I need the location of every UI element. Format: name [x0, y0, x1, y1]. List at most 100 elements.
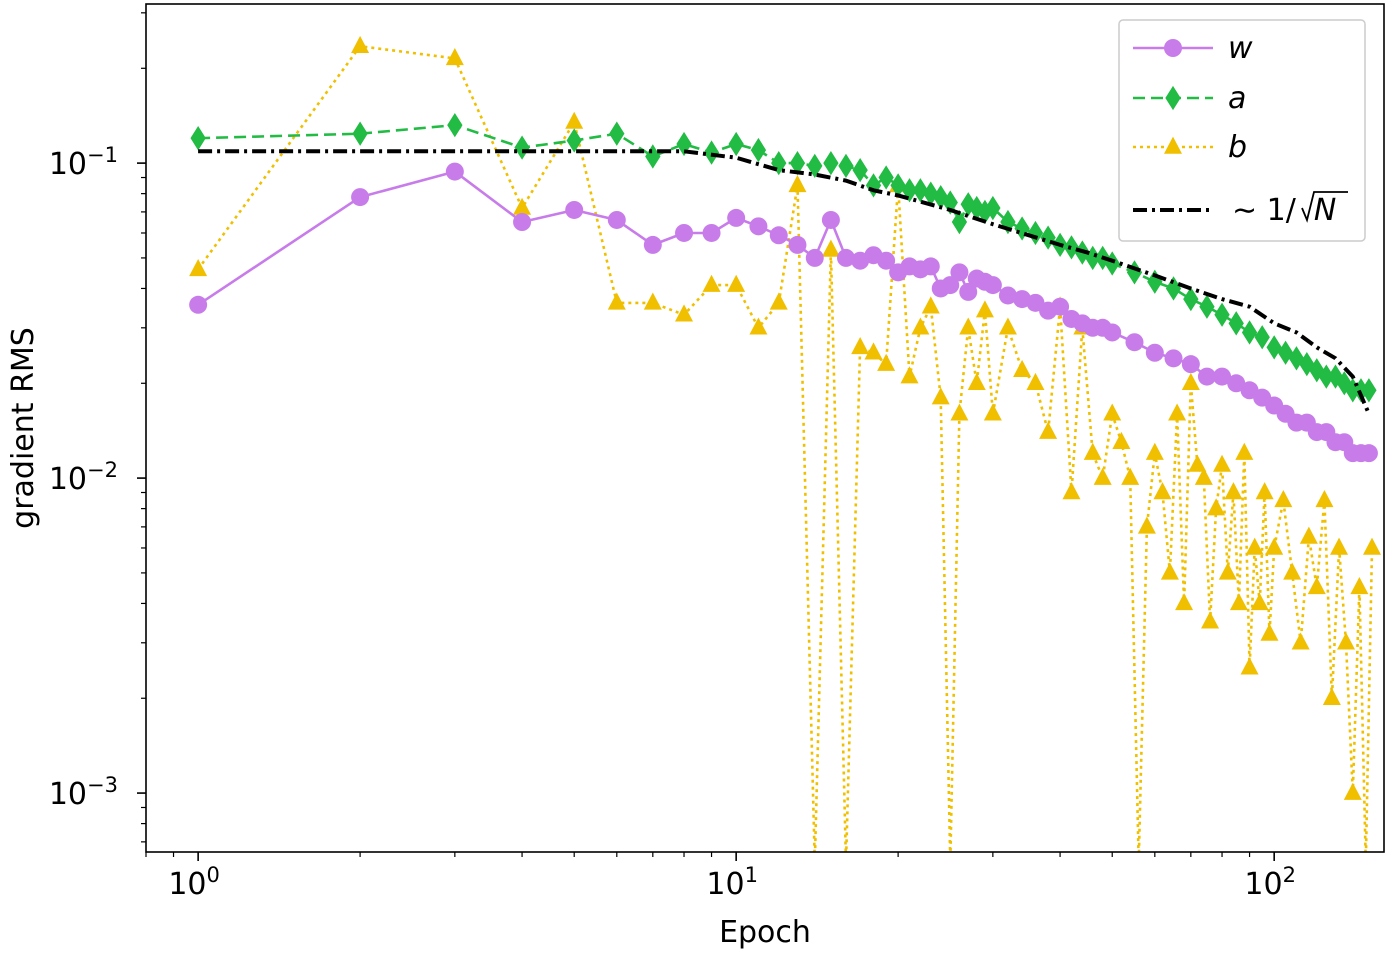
data-point [1218, 562, 1237, 580]
y-axis-label: gradient RMS [6, 327, 41, 529]
data-point [951, 209, 968, 235]
data-point [703, 140, 720, 165]
data-point [1318, 364, 1334, 389]
data-point [189, 258, 208, 277]
data-point [1137, 516, 1156, 534]
data-point [351, 188, 370, 207]
y-tick-label: 10−2 [49, 458, 118, 497]
data-point [923, 181, 939, 206]
data-point [675, 223, 694, 242]
data-point [942, 190, 958, 215]
data-point [1181, 355, 1200, 374]
data-point [921, 257, 940, 276]
data-point [1254, 325, 1270, 350]
data-point [1359, 444, 1378, 463]
data-point [1183, 286, 1199, 312]
data-point [1291, 632, 1310, 650]
legend-marker [1165, 85, 1181, 111]
data-point [998, 286, 1017, 305]
data-point [788, 174, 807, 193]
data-point [1093, 467, 1112, 485]
data-point [1026, 372, 1045, 391]
data-point [727, 208, 746, 227]
data-point [864, 342, 883, 360]
legend-marker [1164, 39, 1182, 57]
y-tick-label: 10−3 [49, 773, 118, 812]
data-point [750, 137, 767, 163]
data-point [1039, 421, 1058, 439]
data-point [1126, 260, 1143, 285]
data-point [1224, 482, 1243, 500]
data-point [969, 195, 985, 221]
data-point [941, 276, 960, 295]
data-point [877, 353, 896, 371]
data-point [1103, 403, 1122, 421]
data-point [1343, 782, 1362, 800]
data-point [190, 126, 206, 151]
data-point [1322, 687, 1341, 706]
y-tick-label-base: 10 [49, 147, 87, 182]
data-point [643, 292, 662, 310]
data-point [1240, 657, 1259, 675]
data-point [1112, 431, 1131, 449]
data-point [1175, 593, 1194, 611]
data-point [1283, 562, 1302, 580]
data-point [445, 48, 464, 66]
data-point [1277, 340, 1294, 365]
legend-item: ∼ 1/N [1133, 191, 1348, 228]
data-point [1013, 359, 1032, 377]
data-point [931, 387, 950, 405]
legend-box [1118, 19, 1366, 242]
data-point [1083, 442, 1102, 460]
data-point [788, 235, 807, 254]
data-point [1315, 489, 1334, 508]
data-point [890, 173, 906, 198]
data-point [1197, 367, 1216, 386]
legend: wab ∼ 1/N [1118, 19, 1366, 242]
data-point [1062, 482, 1081, 500]
data-point [645, 144, 661, 169]
series-line [197, 44, 1374, 852]
data-point [821, 210, 840, 229]
legend-label-root: N [1314, 193, 1336, 228]
data-point [1307, 576, 1326, 595]
data-point [1103, 323, 1122, 342]
data-point [985, 195, 1001, 221]
y-tick-label-exponent: −3 [87, 773, 118, 797]
data-point [950, 403, 969, 421]
data-point [1165, 276, 1182, 301]
data-point [702, 274, 721, 292]
data-point [983, 276, 1002, 295]
data-point [1181, 372, 1200, 391]
x-tick-label-base: 10 [1244, 867, 1282, 902]
data-point [1241, 320, 1258, 345]
y-tick-label-exponent: −2 [87, 458, 118, 482]
data-point [912, 178, 929, 203]
data-point [851, 337, 870, 355]
data-point [1160, 562, 1179, 580]
data-point [1363, 537, 1382, 555]
data-point [607, 210, 626, 229]
data-point [1250, 593, 1269, 611]
data-point [1265, 537, 1284, 555]
data-point [1228, 311, 1244, 336]
data-point [1350, 576, 1369, 595]
data-point [513, 197, 532, 215]
data-point [959, 282, 978, 301]
plot-frame [145, 3, 1385, 853]
data-point [1164, 349, 1183, 368]
data-point [1040, 225, 1056, 250]
data-point [445, 162, 464, 181]
data-point [1188, 454, 1207, 472]
legend-item: a [1133, 81, 1246, 116]
radical-sign [1301, 191, 1348, 223]
data-point [447, 112, 463, 138]
data-point [1274, 489, 1293, 508]
data-point [702, 223, 721, 242]
data-point [878, 165, 894, 190]
data-point [805, 248, 824, 267]
data-point [1260, 623, 1279, 641]
legend-label: a [1228, 81, 1246, 116]
data-point [1145, 442, 1164, 460]
